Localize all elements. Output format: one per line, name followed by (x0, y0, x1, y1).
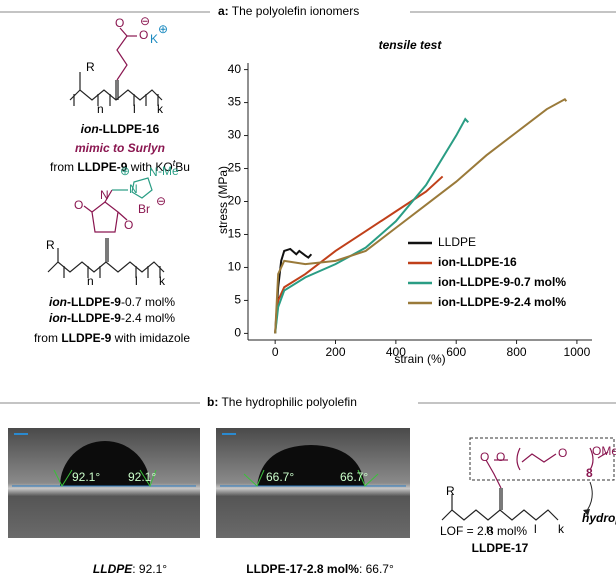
subscript: 8 (586, 466, 593, 480)
charge: ⊖ (140, 14, 150, 28)
y-tick-label: 30 (228, 128, 242, 142)
atom: -Me (158, 164, 179, 178)
subscript: n (87, 274, 94, 288)
atom: R (46, 238, 55, 252)
structure (47, 177, 165, 278)
y-axis-label: stress (MPa) (216, 166, 230, 234)
atom: O (139, 28, 148, 42)
atom: R (446, 484, 455, 498)
y-tick-label: 10 (228, 260, 242, 274)
atom: O (124, 218, 133, 232)
legend-label: ion-LLDPE-16 (438, 255, 517, 269)
atom: N (129, 182, 138, 196)
subscript: k (159, 274, 166, 288)
angle-label: 92.1° (128, 470, 156, 484)
annotation: hydrophilic (582, 511, 616, 525)
atom: K (150, 32, 158, 46)
legend-label: LLDPE (438, 235, 476, 249)
subscript: l (534, 522, 537, 536)
atom: O (480, 450, 489, 464)
subscript: k (558, 522, 565, 536)
charge: ⊖ (156, 194, 166, 208)
chart: tensile test strain (%) stress (MPa) 0 5 1… (216, 38, 592, 366)
angle-label: 92.1° (72, 470, 100, 484)
atom: N (149, 165, 158, 179)
subscript: l (135, 274, 138, 288)
legend-label: ion-LLDPE-9-0.7 mol% (438, 275, 566, 289)
compound-name: ion-LLDPE-16 (81, 122, 160, 136)
note: mimic to Surlyn (75, 141, 165, 155)
source: from LLDPE-9 with imidazole (34, 331, 190, 345)
source: from LLDPE-9 with KOtBu (50, 158, 190, 174)
subscript: n (486, 522, 493, 536)
legend-label: ion-LLDPE-9-2.4 mol% (438, 295, 566, 309)
panel-title: b: The hydrophilic polyolefin (207, 395, 357, 409)
angle-label: 66.7° (266, 470, 294, 484)
caption: LLDPE-17-2.8 mol%: 66.7° (246, 562, 394, 576)
y-tick-label: 20 (228, 194, 242, 208)
data-line (274, 175, 444, 334)
atom: O (558, 446, 567, 460)
charge: ⊕ (158, 22, 168, 36)
compound-name: LLDPE-17 (472, 541, 529, 555)
subscript: l (133, 102, 136, 116)
x-tick-label: 200 (325, 345, 345, 359)
structure (441, 437, 615, 521)
atom: N (100, 188, 109, 202)
atom: OMe (592, 444, 616, 458)
y-tick-label: 35 (228, 95, 242, 109)
atom: O (74, 198, 83, 212)
x-tick-label: 800 (507, 345, 527, 359)
compound-name: ion-LLDPE-9-0.7 mol% (49, 295, 175, 309)
angle-label: 66.7° (340, 470, 368, 484)
chart-title: tensile test (379, 38, 443, 52)
lof: LOF = 2.8 mol% (440, 524, 527, 538)
subscript: n (97, 102, 104, 116)
atom: Br (138, 202, 150, 216)
y-tick-label: 5 (234, 293, 241, 307)
y-tick-label: 0 (234, 326, 241, 340)
atom: O (496, 450, 505, 464)
atom: R (86, 60, 95, 74)
subscript: k (157, 102, 164, 116)
y-tick-label: 40 (228, 62, 242, 76)
charge: ⊕ (120, 164, 130, 178)
x-tick-label: 400 (386, 345, 406, 359)
panel-title: a: The polyolefin ionomers (218, 4, 359, 18)
x-tick-label: 600 (446, 345, 466, 359)
x-tick-label: 0 (272, 345, 279, 359)
x-tick-label: 1000 (564, 345, 591, 359)
data-line (274, 117, 470, 334)
photo (8, 428, 200, 538)
caption: LLDPE: 92.1° (93, 562, 167, 576)
data-line (274, 247, 313, 334)
y-tick-label: 15 (228, 227, 242, 241)
photo (216, 428, 410, 538)
x-axis-label: strain (%) (394, 352, 445, 366)
y-tick-label: 25 (228, 161, 242, 175)
atom: O (115, 16, 124, 30)
data-line (274, 97, 568, 334)
compound-name: ion-LLDPE-9-2.4 mol% (49, 311, 175, 325)
structure (69, 27, 163, 106)
